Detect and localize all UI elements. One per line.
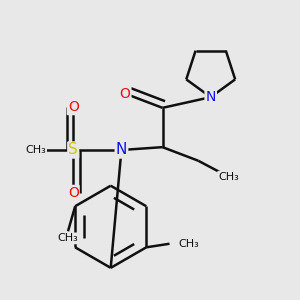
Text: CH₃: CH₃ (178, 239, 199, 249)
Text: O: O (120, 87, 130, 100)
Text: S: S (68, 142, 78, 158)
Text: CH₃: CH₃ (25, 145, 46, 155)
Text: N: N (206, 90, 216, 104)
Text: N: N (116, 142, 127, 158)
Text: O: O (68, 186, 79, 200)
Text: CH₃: CH₃ (218, 172, 239, 182)
Text: CH₃: CH₃ (58, 233, 78, 243)
Text: O: O (68, 100, 79, 114)
